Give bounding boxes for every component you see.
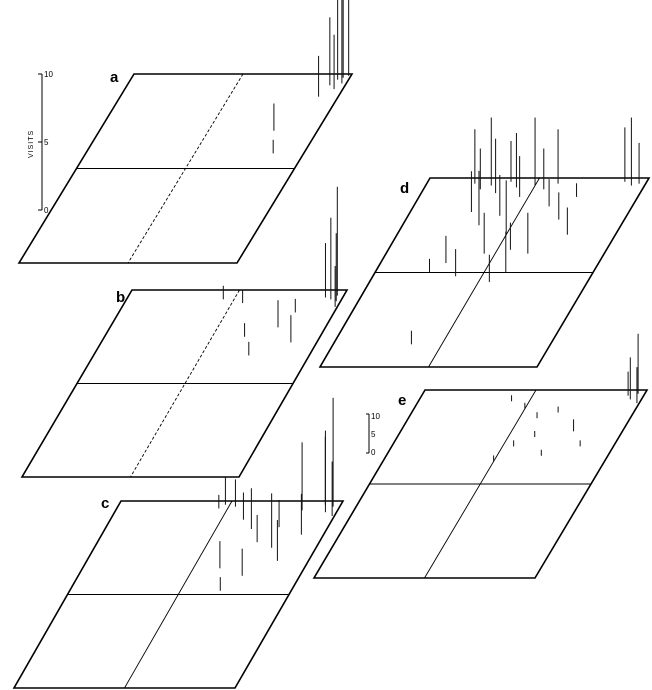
panel-e-plane	[312, 389, 649, 579]
panel-a-divider-vertical	[127, 73, 244, 264]
visits-axis-label: VISITS	[28, 130, 35, 158]
panel-d	[318, 117, 651, 368]
panel-b-label: b	[116, 289, 125, 306]
panel-a	[17, 0, 354, 264]
visits-scale-label-10: 10	[44, 70, 53, 79]
panel-b-plane	[20, 289, 349, 478]
panel-b	[20, 186, 349, 478]
panel-d-divider-vertical	[428, 177, 540, 368]
panel-d-plane	[318, 177, 651, 368]
inset-scale-label-10: 10	[371, 412, 380, 421]
panel-c	[12, 397, 345, 689]
visits-scale-label-0: 0	[44, 206, 49, 215]
inset-scale-label-0: 0	[371, 448, 376, 457]
panels	[12, 0, 651, 689]
panel-c-plane	[12, 500, 345, 689]
panel-c-label: c	[101, 495, 109, 512]
panel-c-divider-vertical	[124, 500, 233, 689]
visits-scale: 0 5 10 VISITS	[28, 70, 53, 215]
visits-scale-label-5: 5	[44, 138, 49, 147]
panel-a-plane	[17, 73, 354, 264]
panel-a-label: a	[110, 69, 119, 86]
panel-b-divider-vertical	[130, 289, 240, 478]
panel-e	[312, 333, 649, 579]
panel-d-label: d	[400, 180, 409, 197]
panel-e-label: e	[398, 392, 406, 409]
inset-scale-label-5: 5	[371, 430, 376, 439]
panel-e-divider-vertical	[424, 389, 537, 579]
inset-scale: 10 5 0	[366, 412, 380, 457]
